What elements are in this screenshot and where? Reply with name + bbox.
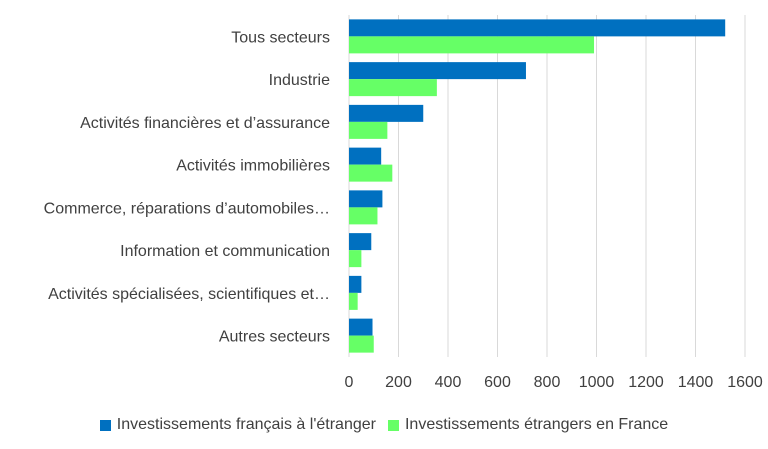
bar-foreign-investments bbox=[349, 79, 437, 97]
bar-french-investments bbox=[349, 233, 372, 251]
bar-french-investments bbox=[349, 104, 424, 122]
bar-chart-svg: Tous secteurs Industrie Activités financiè… bbox=[44, 15, 763, 391]
legend-label-foreign-investments: Investissements étrangers en France bbox=[404, 416, 669, 433]
bar-foreign-investments bbox=[349, 207, 378, 225]
category-label: Industrie bbox=[269, 72, 330, 89]
category-label: Activités immobilières bbox=[176, 158, 330, 175]
bar-french-investments bbox=[349, 190, 383, 208]
legend-item-foreign-investments: Investissements étrangers en France bbox=[387, 416, 669, 434]
bar-foreign-investments bbox=[349, 335, 374, 353]
x-tick-label: 1200 bbox=[628, 374, 664, 391]
legend: Investissements français à l'étranger In… bbox=[0, 416, 768, 434]
x-tick-label: 800 bbox=[534, 374, 561, 391]
category-label: Commerce, réparations d’automobiles… bbox=[44, 200, 330, 217]
category-label: Autres secteurs bbox=[219, 329, 330, 346]
category-label: Activités financières et d’assurance bbox=[80, 115, 330, 132]
bar-foreign-investments bbox=[349, 164, 393, 182]
category-label: Activités spécialisées, scientifiques et… bbox=[48, 286, 330, 303]
legend-label-french-investments: Investissements français à l'étranger bbox=[116, 416, 376, 433]
x-axis-tick-labels: 0 200 400 600 800 1000 1200 1400 1600 bbox=[345, 374, 763, 391]
bars bbox=[349, 19, 726, 353]
bar-french-investments bbox=[349, 19, 726, 37]
category-labels: Tous secteurs Industrie Activités financiè… bbox=[44, 29, 330, 345]
legend-swatch-foreign-investments bbox=[387, 419, 399, 431]
category-label: Tous secteurs bbox=[231, 29, 330, 46]
bar-french-investments bbox=[349, 275, 362, 293]
x-tick-label: 1400 bbox=[678, 374, 714, 391]
legend-swatch-french-investments bbox=[99, 419, 111, 431]
bar-french-investments bbox=[349, 62, 526, 80]
legend-item-french-investments: Investissements français à l'étranger bbox=[99, 416, 376, 434]
bar-foreign-investments bbox=[349, 250, 362, 268]
x-tick-label: 200 bbox=[385, 374, 412, 391]
bar-french-investments bbox=[349, 318, 373, 336]
x-tick-label: 1000 bbox=[579, 374, 615, 391]
bar-foreign-investments bbox=[349, 292, 358, 310]
bar-foreign-investments bbox=[349, 36, 595, 54]
category-label: Information et communication bbox=[120, 243, 330, 260]
x-tick-label: 600 bbox=[484, 374, 511, 391]
bar-foreign-investments bbox=[349, 121, 388, 139]
bar-french-investments bbox=[349, 147, 382, 165]
x-tick-label: 400 bbox=[435, 374, 462, 391]
x-tick-label: 0 bbox=[345, 374, 354, 391]
x-tick-label: 1600 bbox=[727, 374, 763, 391]
